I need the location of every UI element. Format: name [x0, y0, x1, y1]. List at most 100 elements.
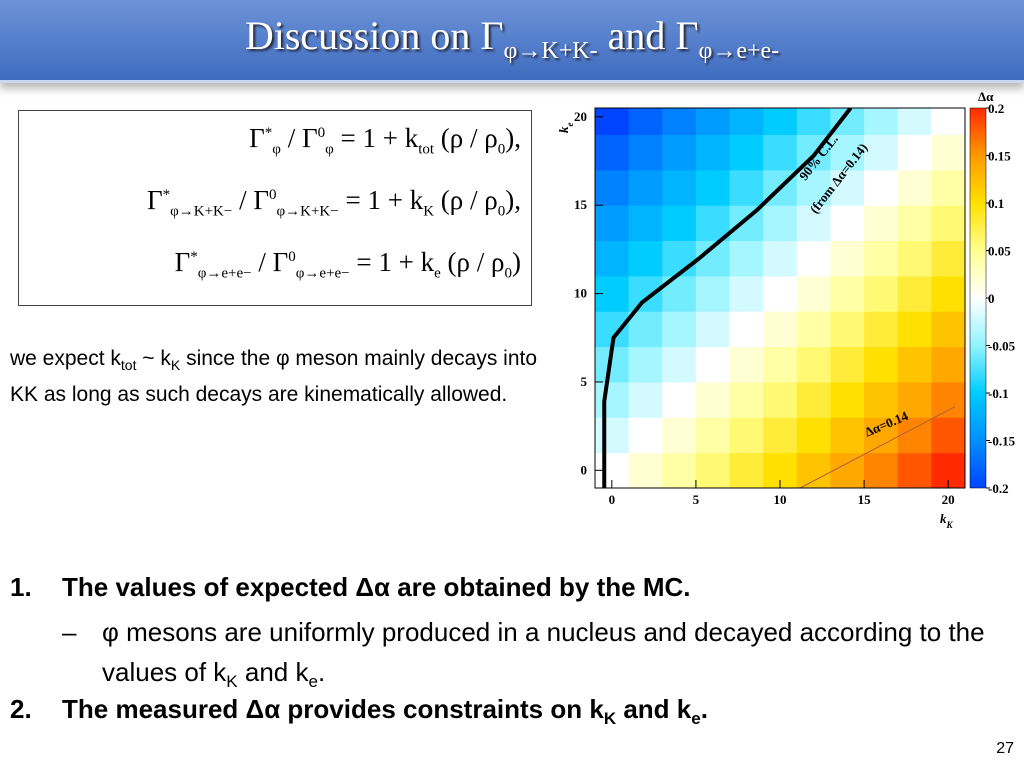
heatmap-cell: [830, 381, 865, 418]
heatmap-cell: [662, 169, 697, 206]
heatmap-cell: [897, 108, 932, 136]
heatmap-cell: [763, 346, 798, 383]
x-tick-label: 10: [774, 492, 787, 507]
heatmap-cell: [628, 169, 663, 206]
text-run: 0: [317, 125, 326, 141]
heatmap-cell: [897, 275, 932, 312]
heatmap-cell: [830, 452, 865, 488]
bullet-text: The measured Δα provides constraints on …: [62, 694, 708, 728]
heatmap-cell: [729, 381, 764, 418]
heatmap-cell: [864, 275, 899, 312]
text-run: e: [565, 122, 575, 126]
heatmap-cell: [897, 417, 932, 454]
x-tick-label: 0: [609, 492, 616, 507]
text-run: (ρ / ρ: [440, 247, 505, 277]
heatmap-cell: [864, 452, 899, 488]
colorbar-tick-label: -0.1: [988, 386, 1009, 401]
y-tick-label: 0: [581, 462, 588, 477]
heatmap-cell: [897, 381, 932, 418]
text-run: e: [691, 709, 701, 729]
bullet-text: The values of expected Δα are obtained b…: [62, 572, 690, 602]
text-run: / Γ: [232, 185, 269, 215]
heatmap-cell: [830, 240, 865, 277]
heatmap-cell: [763, 311, 798, 348]
y-tick-label: 20: [574, 109, 587, 124]
colorbar-tick-label: 0.2: [988, 101, 1004, 116]
bullet: – φ mesons are uniformly produced in a nu…: [62, 612, 1007, 702]
text-run: = 1 + k: [349, 247, 435, 277]
heatmap-cell: [729, 417, 764, 454]
heatmap-cell: [897, 134, 932, 171]
heatmap-cell: [864, 205, 899, 242]
text-run: Γ: [174, 247, 191, 277]
heatmap-cell: [796, 275, 831, 312]
heatmap-cell: [628, 381, 663, 418]
heatmap-cell: [628, 240, 663, 277]
text-run: ),: [505, 185, 521, 215]
heatmap-cell: [628, 417, 663, 454]
x-tick-label: 15: [858, 492, 872, 507]
heatmap-cell: [729, 169, 764, 206]
contour-line: [602, 108, 853, 488]
colorbar-label: Δα: [978, 89, 994, 104]
heatmap-cell: [830, 275, 865, 312]
text-run: 0: [288, 249, 296, 265]
heatmap-cell: [595, 417, 630, 454]
heatmap-cell: [830, 169, 865, 206]
heatmap-cell: [695, 381, 731, 418]
colorbar: [969, 107, 987, 489]
text-run: tot: [120, 357, 137, 374]
heatmap-cell: [662, 134, 697, 171]
colorbar-tick-label: 0.1: [988, 196, 1004, 211]
heatmap-cell: [897, 311, 932, 348]
heatmap-cell: [796, 169, 831, 206]
heatmap-cell: [763, 108, 798, 136]
heatmap-cell: [729, 134, 764, 171]
heatmap-cell: [931, 275, 965, 312]
y-tick-label: 5: [581, 374, 588, 389]
text-run: φ→K+K−: [170, 203, 233, 220]
heatmap-cell: [695, 108, 731, 136]
text-run: *: [162, 187, 171, 203]
heatmap-cell: [628, 346, 663, 383]
y-tick-label: 10: [574, 286, 587, 301]
colorbar-tick-label: -0.2: [988, 481, 1009, 496]
heatmap-cell: [695, 417, 731, 454]
heatmap-cell: [763, 417, 798, 454]
heatmap-cell: [763, 205, 798, 242]
text-run: K: [226, 672, 238, 692]
text-run: K: [423, 203, 435, 220]
heatmap-cell: [931, 169, 965, 206]
heatmap-cell: [796, 452, 831, 488]
text-run: 0: [268, 187, 277, 203]
slide-title: Discussion on Γφ→K+K- and Γφ→e+e-: [0, 12, 1024, 65]
colorbar-tick-label: 0.05: [988, 244, 1011, 259]
heatmap-cell: [830, 205, 865, 242]
text-run: e: [434, 265, 441, 282]
heatmap-cell: [763, 381, 798, 418]
heatmap-cell: [897, 169, 932, 206]
heatmap-cell: [695, 311, 731, 348]
colorbar-tick-label: -0.15: [988, 434, 1016, 449]
heatmap-cell: [662, 417, 697, 454]
heatmap-cell: [931, 311, 965, 348]
colorbar-tick-label: -0.05: [988, 339, 1016, 354]
heatmap-cell: [931, 417, 965, 454]
text-run: / Γ: [251, 247, 289, 277]
heatmap-cell: [662, 108, 697, 136]
text-run: The measured Δα provides constraints on …: [62, 694, 604, 724]
heatmap-cell: [864, 346, 899, 383]
heatmap-cell: [796, 311, 831, 348]
y-tick-label: 15: [574, 197, 588, 212]
heatmap-cell: [931, 240, 965, 277]
equation: Γ*φ→K+K− / Γ0φ→K+K− = 1 + kK (ρ / ρ0),: [147, 185, 521, 220]
heatmap-cell: [931, 381, 965, 418]
text-run: we expect k: [10, 347, 121, 370]
text-run: since the φ meson mainly decays into KK …: [10, 347, 538, 407]
heatmap-cell: [931, 134, 965, 171]
chart: 0 5 10 15 20 0 5 10 15 20 0.2 0.15 0.1 0.05 0 -0.05 -0.1…: [556, 89, 1016, 530]
text-run: e: [308, 672, 318, 692]
heatmap-cell: [628, 275, 663, 312]
text-run: K: [603, 709, 617, 729]
heatmap-cell: [931, 346, 965, 383]
